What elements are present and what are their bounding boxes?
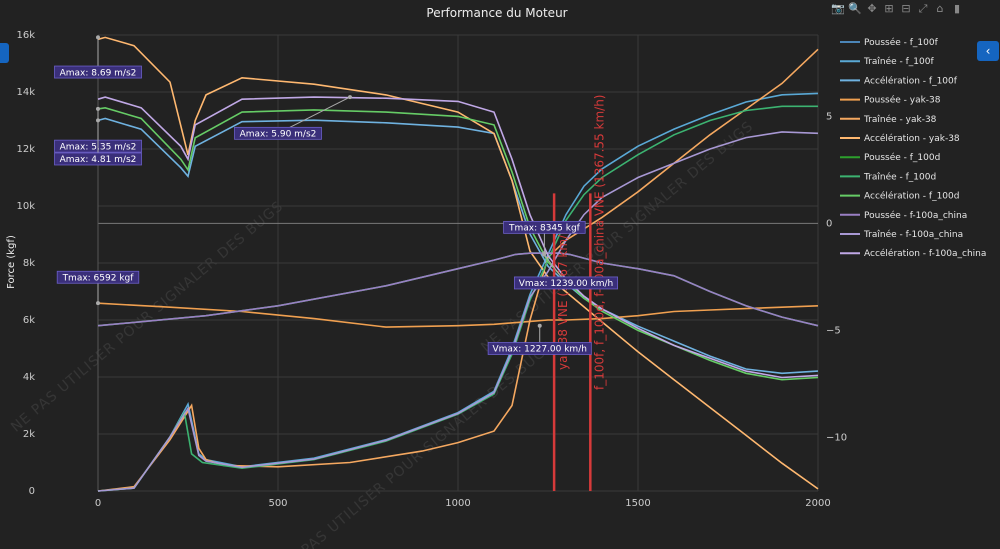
annotation-box — [56, 270, 140, 284]
x-tick-label: 2000 — [805, 498, 830, 509]
y2-tick-label: 0 — [826, 218, 832, 229]
vne-label: yak-38 VNE (1267 km/h) — [556, 223, 570, 370]
annotation: Amax: 4.81 m/s2 — [54, 118, 142, 166]
series-line-pouss-e-yak-38[interactable] — [97, 302, 819, 328]
annotation-box — [54, 65, 142, 79]
y2-tick-label: 5 — [826, 111, 832, 122]
legend-label: Traînée - yak-38 — [863, 114, 937, 125]
annotation-box — [487, 342, 592, 355]
annotation-box — [54, 152, 142, 166]
series-line-acc-l-ration-f-100a-china[interactable] — [97, 96, 819, 379]
legend[interactable]: Poussée - f_100f Traînée - f_100f Accéléra… — [840, 37, 986, 259]
axes: 0 500 1000 1500 2000 0 2k 4k 6k 8k 10k 12k 14k 16k −10… — [16, 30, 847, 509]
annotation: Tmax: 8345 kgf — [503, 220, 586, 256]
annotation-box — [234, 126, 322, 140]
annotation: Vmax: 1227.00 km/h — [487, 323, 592, 355]
x-tick-label: 500 — [268, 498, 287, 509]
annotation-arrowhead — [542, 252, 547, 257]
chart-title: Performance du Moteur — [426, 6, 567, 20]
plotly-logo-icon[interactable]: ▮ — [953, 2, 961, 15]
zoom-out-icon[interactable]: ⊟ — [901, 2, 911, 15]
series-line-acc-l-ration-yak-38[interactable] — [97, 36, 819, 490]
y-tick-label: 10k — [16, 201, 35, 212]
y-tick-label: 4k — [23, 372, 35, 383]
y-tick-label: 12k — [16, 144, 35, 155]
legend-item-pouss-e-f-100d[interactable]: Poussée - f_100d — [840, 152, 940, 163]
legend-label: Accélération - f_100f — [864, 75, 958, 86]
legend-label: Poussée - f_100f — [864, 37, 939, 48]
legend-label: Accélération - f_100d — [864, 191, 959, 202]
annotation-text: Tmax: 6592 kgf — [62, 273, 135, 283]
legend-item-acc-l-ration-f-100f[interactable]: Accélération - f_100f — [840, 75, 958, 86]
annotation-arrowhead — [96, 301, 100, 306]
pan-icon[interactable]: ✥ — [867, 2, 877, 15]
annotation-arrowhead — [96, 35, 100, 40]
annotation-arrowhead — [537, 323, 542, 328]
x-tick-label: 1000 — [445, 498, 470, 509]
annotation-box — [514, 276, 619, 290]
legend-item-pouss-e-yak-38[interactable]: Poussée - yak-38 — [840, 95, 941, 106]
legend-label: Accélération - yak-38 — [864, 133, 960, 144]
legend-label: Poussée - yak-38 — [864, 95, 941, 106]
chevron-left-icon: ‹ — [985, 44, 991, 58]
zoom-icon[interactable]: 🔍 — [848, 2, 862, 15]
y-tick-label: 2k — [23, 429, 35, 440]
vne-lines: yak-38 VNE (1267 km/h) f_100f, f_100d, f-… — [552, 95, 606, 491]
camera-icon[interactable]: 📷 — [831, 2, 845, 15]
modebar[interactable]: 📷 🔍 ✥ ⊞ ⊟ ⤢ ⌂ ▮ — [831, 2, 964, 16]
legend-label: Accélération - f-100a_china — [864, 248, 986, 259]
y2-tick-label: −5 — [826, 325, 841, 336]
y-tick-label: 16k — [16, 30, 35, 41]
x-tick-label: 1500 — [625, 498, 650, 509]
annotation-text: Amax: 4.81 m/s2 — [60, 155, 137, 165]
y-tick-label: 8k — [23, 258, 35, 269]
y-tick-label: 14k — [16, 87, 35, 98]
annotation-text: Amax: 8.69 m/s2 — [60, 68, 137, 78]
annotation-text: Amax: 5.90 m/s2 — [240, 130, 317, 140]
annotation-arrowhead — [348, 95, 352, 100]
annotation: Amax: 5.90 m/s2 — [234, 95, 352, 140]
vne-label: f_100f, f_100d, f-100a_china VNE (1367.5… — [592, 95, 606, 391]
legend-item-acc-l-ration-f-100a-china[interactable]: Accélération - f-100a_china — [840, 248, 986, 259]
annotation-text: Tmax: 8345 kgf — [508, 224, 581, 234]
legend-item-pouss-e-f-100f[interactable]: Poussée - f_100f — [840, 37, 939, 48]
annotation-arrowhead — [96, 106, 100, 111]
autoscale-icon[interactable]: ⤢ — [918, 2, 928, 15]
legend-label: Poussée - f-100a_china — [864, 210, 967, 221]
watermark-text: NE PAS UTILISER POUR SIGNALER DES BUGS — [8, 198, 287, 435]
legend-label: Traînée - f_100f — [863, 56, 934, 67]
annotation-text: Vmax: 1227.00 km/h — [492, 345, 586, 355]
annotation: Amax: 8.69 m/s2 — [54, 35, 142, 79]
annotation: Vmax: 1239.00 km/h — [514, 252, 619, 290]
annotation-box — [503, 220, 586, 234]
x-tick-label: 0 — [95, 498, 101, 509]
zoom-in-icon[interactable]: ⊞ — [884, 2, 894, 15]
y-axis-label: Force (kgf) — [6, 235, 17, 289]
annotation-text: Vmax: 1239.00 km/h — [519, 279, 613, 289]
legend-item-tra-n-e-f-100d[interactable]: Traînée - f_100d — [840, 171, 936, 182]
legend-item-tra-n-e-f-100a-china[interactable]: Traînée - f-100a_china — [840, 229, 963, 240]
legend-item-tra-n-e-f-100f[interactable]: Traînée - f_100f — [840, 56, 934, 67]
annotation: Tmax: 6592 kgf — [56, 270, 140, 306]
left-sidebar-toggle[interactable]: ‹ — [0, 43, 9, 63]
y-tick-label: 0 — [29, 486, 35, 497]
series-line-tra-n-e-yak-38[interactable] — [97, 48, 819, 492]
legend-item-acc-l-ration-yak-38[interactable]: Accélération - yak-38 — [840, 133, 960, 144]
y2-tick-label: −10 — [826, 432, 847, 443]
grid — [97, 34, 819, 492]
y-tick-label: 6k — [23, 315, 35, 326]
legend-label: Traînée - f-100a_china — [863, 229, 963, 240]
legend-item-tra-n-e-yak-38[interactable]: Traînée - yak-38 — [840, 114, 937, 125]
watermark-text: NE PAS UTILISER POUR SIGNALER DES BUGS — [278, 338, 557, 549]
annotation-arrowhead — [96, 118, 100, 123]
legend-label: Traînée - f_100d — [863, 171, 936, 182]
legend-label: Poussée - f_100d — [864, 152, 940, 163]
series-line-pouss-e-f-100a-china[interactable] — [97, 252, 819, 327]
right-sidebar-toggle[interactable]: ‹ — [977, 41, 999, 61]
legend-item-pouss-e-f-100a-china[interactable]: Poussée - f-100a_china — [840, 210, 967, 221]
legend-item-acc-l-ration-f-100d[interactable]: Accélération - f_100d — [840, 191, 959, 202]
home-icon[interactable]: ⌂ — [936, 2, 944, 15]
